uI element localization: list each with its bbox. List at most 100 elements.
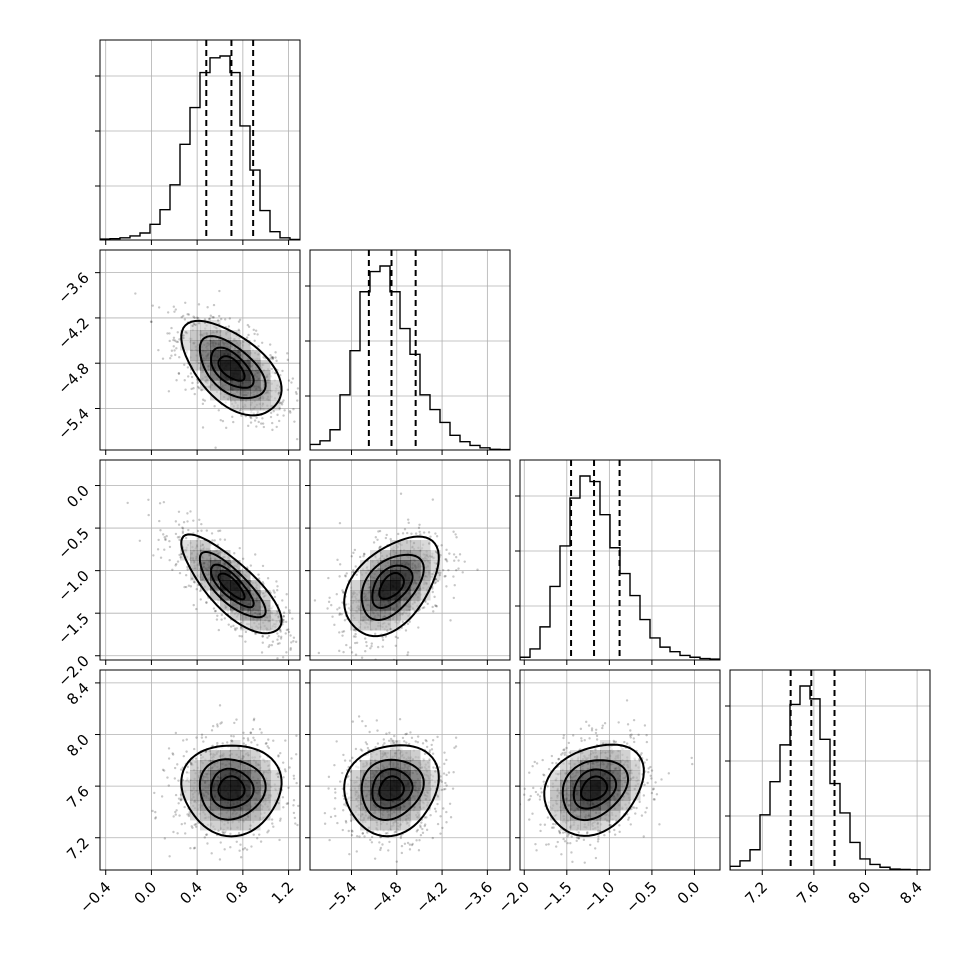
scatter-point bbox=[204, 327, 207, 330]
scatter-point bbox=[221, 830, 224, 834]
scatter-point bbox=[305, 806, 307, 808]
scatter-point bbox=[257, 345, 260, 348]
scatter-point bbox=[364, 778, 367, 781]
scatter-point bbox=[257, 622, 261, 626]
scatter-point bbox=[196, 552, 199, 556]
panel-frame bbox=[99, 459, 301, 661]
scatter-point bbox=[366, 831, 369, 834]
scatter-point bbox=[411, 566, 414, 570]
scatter-point bbox=[259, 613, 262, 616]
scatter-point bbox=[207, 547, 210, 551]
scatter-point bbox=[411, 757, 415, 761]
scatter-point bbox=[458, 553, 462, 556]
scatter-point bbox=[190, 798, 194, 801]
scatter-point bbox=[207, 368, 210, 371]
scatter-point bbox=[237, 820, 241, 824]
scatter-point bbox=[223, 563, 226, 566]
density-cell bbox=[200, 540, 211, 551]
scatter-point bbox=[196, 317, 200, 320]
density-cell bbox=[400, 760, 411, 771]
scatter-point bbox=[239, 392, 243, 395]
scatter-point bbox=[259, 766, 262, 770]
density-cell bbox=[190, 540, 201, 551]
scatter-point bbox=[241, 398, 245, 402]
scatter-point bbox=[217, 381, 220, 385]
scatter-point bbox=[426, 565, 430, 568]
scatter-point bbox=[206, 365, 210, 369]
scatter-point bbox=[257, 363, 260, 366]
scatter-point bbox=[242, 731, 245, 734]
scatter-point bbox=[347, 829, 350, 833]
scatter-point bbox=[240, 635, 243, 638]
scatter-point bbox=[254, 366, 258, 369]
scatter-point bbox=[258, 727, 262, 731]
scatter-point bbox=[217, 551, 221, 555]
scatter-point bbox=[206, 354, 209, 358]
scatter-point bbox=[379, 545, 382, 548]
scatter-point bbox=[405, 612, 408, 615]
density-cell bbox=[200, 330, 211, 341]
scatter-point bbox=[380, 822, 383, 826]
scatter-point bbox=[374, 577, 377, 580]
scatter-point bbox=[208, 554, 211, 557]
scatter-point bbox=[413, 805, 417, 809]
density-cell bbox=[400, 610, 411, 621]
scatter-point bbox=[251, 756, 254, 759]
scatter-point bbox=[250, 626, 253, 629]
scatter-point bbox=[434, 562, 438, 565]
scatter-point bbox=[256, 837, 259, 840]
scatter-point bbox=[253, 332, 256, 336]
scatter-point bbox=[192, 387, 195, 390]
scatter-point bbox=[292, 774, 296, 777]
scatter-point bbox=[191, 545, 194, 549]
scatter-point bbox=[355, 780, 358, 784]
scatter-point bbox=[388, 731, 391, 734]
scatter-point bbox=[267, 391, 270, 395]
scatter-point bbox=[258, 612, 262, 615]
scatter-point bbox=[375, 826, 378, 830]
scatter-point bbox=[212, 316, 215, 319]
scatter-point bbox=[204, 380, 207, 383]
scatter-point bbox=[225, 331, 228, 334]
scatter-point bbox=[203, 362, 206, 366]
scatter-point bbox=[209, 753, 212, 756]
density-cell bbox=[420, 770, 431, 781]
scatter-point bbox=[235, 811, 239, 815]
density-cell bbox=[230, 610, 241, 621]
scatter-point bbox=[192, 559, 196, 563]
scatter-point bbox=[235, 753, 238, 756]
scatter-point bbox=[422, 578, 426, 581]
scatter-point bbox=[251, 367, 254, 371]
scatter-point bbox=[206, 379, 210, 383]
scatter-point bbox=[288, 766, 291, 769]
scatter-point bbox=[476, 568, 479, 571]
scatter-point bbox=[199, 544, 203, 548]
scatter-point bbox=[235, 615, 239, 618]
scatter-point bbox=[412, 808, 415, 812]
scatter-point bbox=[377, 560, 380, 564]
scatter-point bbox=[237, 831, 241, 835]
scatter-point bbox=[382, 810, 385, 813]
scatter-point bbox=[198, 771, 201, 774]
scatter-point bbox=[167, 784, 171, 787]
scatter-point bbox=[235, 606, 239, 609]
scatter-point bbox=[250, 741, 253, 744]
scatter-point bbox=[224, 764, 227, 767]
scatter-point bbox=[197, 793, 201, 796]
scatter-point bbox=[201, 792, 204, 795]
density-cell bbox=[200, 810, 211, 821]
scatter-point bbox=[262, 800, 265, 803]
scatter-point bbox=[334, 791, 337, 794]
scatter-point bbox=[230, 816, 233, 819]
density-cell bbox=[250, 350, 261, 361]
density-cell bbox=[230, 390, 241, 401]
scatter-point bbox=[177, 372, 181, 375]
scatter-point bbox=[303, 648, 305, 650]
scatter-point bbox=[367, 790, 370, 793]
scatter-point bbox=[207, 317, 211, 321]
scatter-point bbox=[193, 807, 197, 810]
scatter-point bbox=[228, 557, 232, 561]
scatter-point bbox=[389, 827, 392, 831]
scatter-point bbox=[178, 814, 181, 817]
y-tick-label: −1.0 bbox=[54, 567, 92, 605]
